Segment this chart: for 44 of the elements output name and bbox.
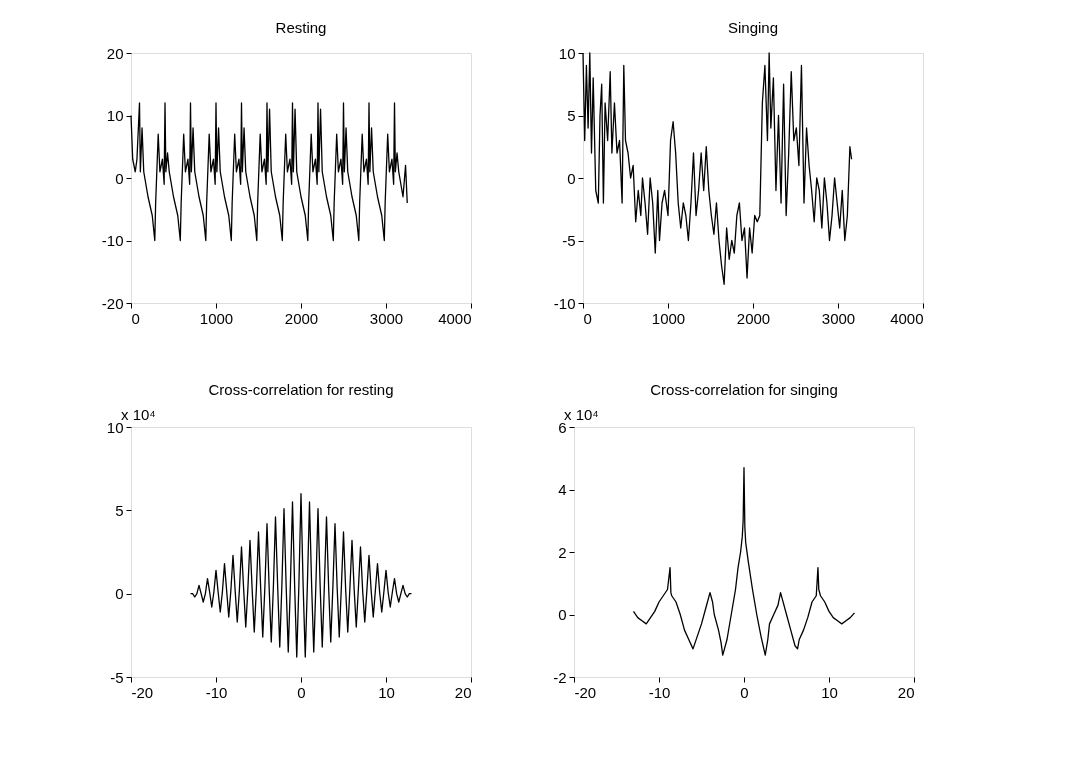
chart-title: Resting <box>275 19 327 36</box>
x-tick-label: -10 <box>648 683 671 701</box>
x-tick-label: 1000 <box>199 309 234 327</box>
text: x 10⁴ <box>564 406 599 423</box>
x-tick-label: 10 <box>378 683 395 701</box>
x-tick-label: 10 <box>821 683 838 701</box>
y-tick-label: 10 <box>558 44 576 62</box>
y-tick-label: 5 <box>115 501 124 519</box>
chart-title: Cross-correlation for resting <box>208 381 394 398</box>
x-tick-label: 4000 <box>438 309 472 327</box>
chart-title: Cross-correlation for singing <box>650 381 838 398</box>
x-tick-label: -20 <box>131 683 154 701</box>
y-tick-label: 0 <box>115 585 124 603</box>
x-tick-label: 0 <box>131 309 140 327</box>
chart-title: Singing <box>727 19 779 36</box>
x-tick-label: 2000 <box>736 309 771 327</box>
y-tick-label: -10 <box>553 294 576 312</box>
x-tick-label: 0 <box>297 683 306 701</box>
y-tick-label: -2 <box>553 668 567 686</box>
x-tick-label: 0 <box>740 683 749 701</box>
y-tick-label: 0 <box>567 169 576 187</box>
line-series <box>189 493 413 658</box>
x-tick-label: 1000 <box>651 309 686 327</box>
y-tick-label: -5 <box>110 668 124 686</box>
y-tick-label: 0 <box>115 169 124 187</box>
x-tick-label: -10 <box>205 683 228 701</box>
y-tick-label: 20 <box>106 44 124 62</box>
y-tick-label: -5 <box>562 232 576 249</box>
y-tick-label: -20 <box>101 294 124 312</box>
y-tick-label: 5 <box>567 107 576 124</box>
y-tick-label: 10 <box>106 107 124 124</box>
x-tick-label: 4000 <box>890 309 924 327</box>
x-tick-label: 20 <box>454 683 472 701</box>
text: x 10⁴ <box>121 406 156 423</box>
line-series <box>632 466 856 656</box>
x-tick-label: 3000 <box>821 309 856 327</box>
y-tick-label: 2 <box>558 543 567 561</box>
y-tick-label: 0 <box>558 606 567 623</box>
x-tick-label: 3000 <box>369 309 404 327</box>
y-tick-label: -10 <box>101 232 124 249</box>
y-tick-label: 4 <box>558 481 567 498</box>
x-tick-label: 2000 <box>284 309 319 327</box>
x-tick-label: 20 <box>897 683 915 701</box>
x-tick-label: 0 <box>583 309 592 327</box>
